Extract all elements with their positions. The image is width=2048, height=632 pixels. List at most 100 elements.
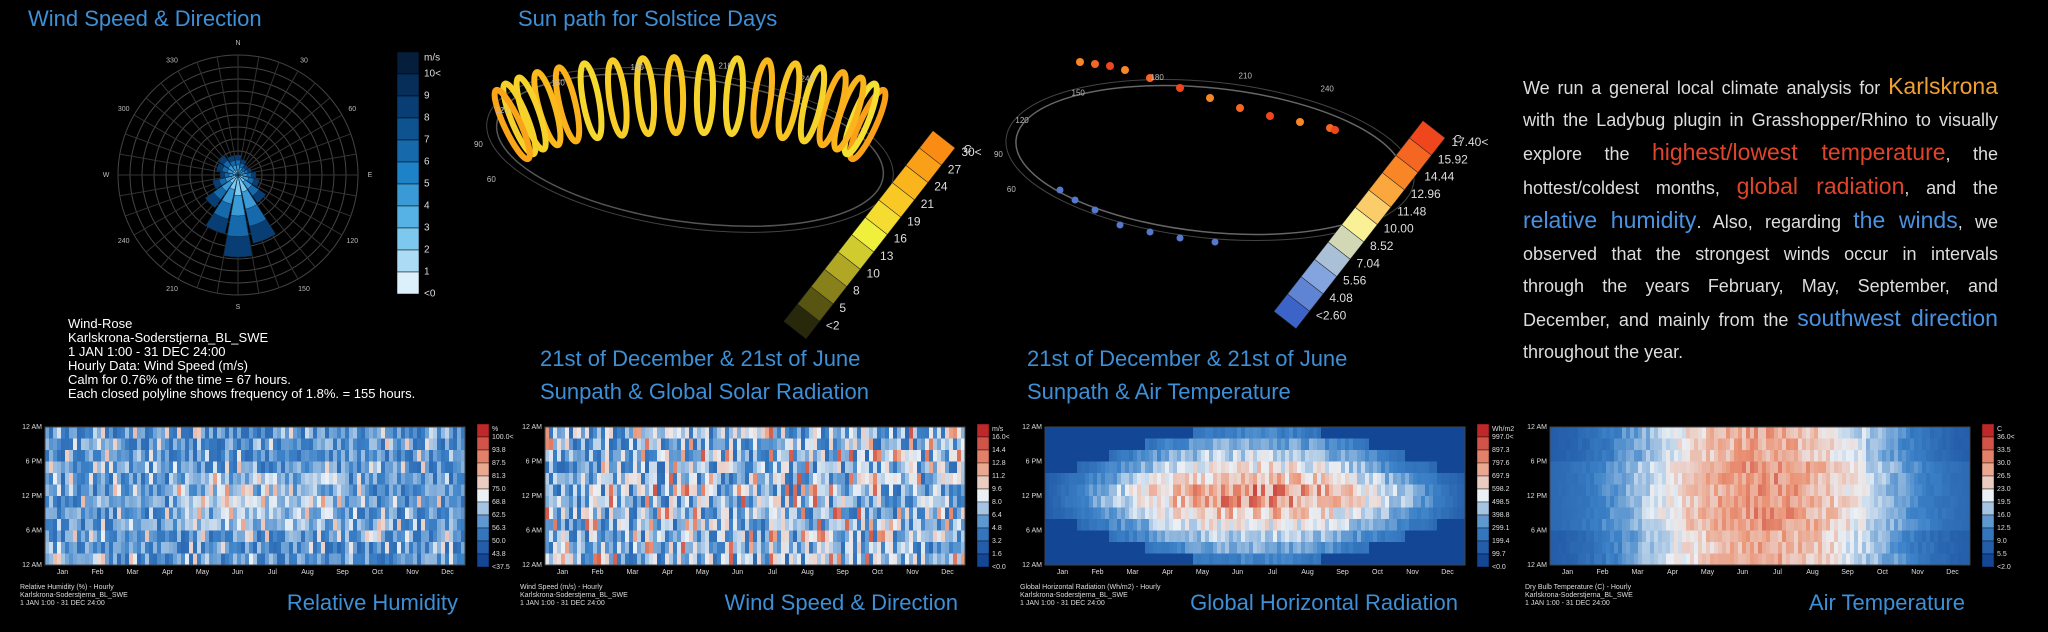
heat-cell <box>805 427 810 439</box>
heat-cell <box>1381 507 1386 520</box>
heat-cell <box>753 542 758 554</box>
heat-cell <box>1353 461 1358 474</box>
heat-cell <box>181 553 186 566</box>
legend-swatch <box>396 161 420 185</box>
heat-cell <box>317 496 322 508</box>
legend-label: 13 <box>880 249 894 263</box>
heat-cell <box>1149 530 1154 543</box>
heat-cell <box>841 542 846 554</box>
heat-cell <box>45 507 50 520</box>
heat-cell <box>1221 427 1226 439</box>
heat-cell <box>597 438 602 451</box>
heat-cell <box>889 427 894 439</box>
heat-cell <box>733 507 738 520</box>
heat-cell <box>1097 484 1102 497</box>
heat-cell <box>865 496 870 508</box>
heat-cell <box>453 484 458 497</box>
heat-cell <box>1742 473 1747 485</box>
heat-cell <box>1173 473 1178 485</box>
heat-cell <box>849 542 854 554</box>
heat-cell <box>645 507 650 520</box>
heat-cell <box>1177 484 1182 497</box>
heat-cell <box>93 553 98 566</box>
heat-cell <box>897 530 902 543</box>
heat-cell <box>409 507 414 520</box>
heat-cell <box>629 542 634 554</box>
heat-cell <box>389 542 394 554</box>
heat-cell <box>453 542 458 554</box>
heat-cell <box>929 542 934 554</box>
heat-cell <box>1441 530 1446 543</box>
heat-cell <box>1690 507 1695 520</box>
heat-cell <box>733 461 738 474</box>
heat-cell <box>265 484 270 497</box>
heat-cell <box>201 542 206 554</box>
heat-cell <box>281 484 286 497</box>
heat-cell <box>913 496 918 508</box>
heat-cell <box>1365 427 1370 439</box>
heat-cell <box>1405 519 1410 531</box>
sun-loop <box>663 54 687 137</box>
heat-cell <box>369 473 374 485</box>
heat-cell <box>929 530 934 543</box>
heat-cell <box>1457 473 1462 485</box>
heat-cell <box>1233 461 1238 474</box>
heat-cell <box>333 438 338 451</box>
heat-cell <box>857 473 862 485</box>
heat-cell <box>1790 461 1795 474</box>
heat-cell <box>1674 553 1679 566</box>
caption: Sunpath & Air Temperature <box>1027 379 1291 404</box>
heat-cell <box>1598 519 1603 531</box>
heat-cell <box>1313 438 1318 451</box>
heat-cell <box>429 473 434 485</box>
heat-cell <box>925 438 930 451</box>
heat-cell <box>401 530 406 543</box>
heat-cell <box>145 496 150 508</box>
heat-cell <box>1686 530 1691 543</box>
heat-cell <box>829 507 834 520</box>
heat-cell <box>397 507 402 520</box>
heat-cell <box>1157 461 1162 474</box>
heat-cell <box>765 530 770 543</box>
heat-cell <box>953 496 958 508</box>
heat-cell <box>1121 507 1126 520</box>
heat-cell <box>781 496 786 508</box>
heat-cell <box>429 438 434 451</box>
heat-cell <box>433 542 438 554</box>
heat-cell <box>585 450 590 462</box>
heat-cell <box>1377 507 1382 520</box>
heat-cell <box>1177 530 1182 543</box>
heat-cell <box>89 473 94 485</box>
heat-cell <box>385 553 390 566</box>
heat-cell <box>1742 507 1747 520</box>
heat-cell <box>653 473 658 485</box>
heat-cell <box>401 553 406 566</box>
heat-cell <box>861 519 866 531</box>
heat-cell <box>1678 542 1683 554</box>
heat-cell <box>1790 519 1795 531</box>
heat-cell <box>1101 427 1106 439</box>
heat-cell <box>1381 519 1386 531</box>
heat-cell <box>285 542 290 554</box>
heat-cell <box>1133 507 1138 520</box>
heat-cell <box>1638 461 1643 474</box>
heat-cell <box>1149 496 1154 508</box>
heat-cell <box>753 461 758 474</box>
heat-cell <box>1630 496 1635 508</box>
heat-cell <box>313 473 318 485</box>
heat-cell <box>1365 450 1370 462</box>
heat-cell <box>1794 530 1799 543</box>
heat-cell <box>425 438 430 451</box>
heat-cell <box>693 530 698 543</box>
heat-cell <box>245 519 250 531</box>
heat-cell <box>1806 542 1811 554</box>
heat-cell <box>1566 450 1571 462</box>
month-label: Apr <box>162 569 174 576</box>
heat-cell <box>1682 484 1687 497</box>
heat-cell <box>165 473 170 485</box>
heat-cell <box>129 438 134 451</box>
heat-cell <box>301 473 306 485</box>
heat-cell <box>1642 542 1647 554</box>
heat-cell <box>1185 530 1190 543</box>
heat-cell <box>385 542 390 554</box>
